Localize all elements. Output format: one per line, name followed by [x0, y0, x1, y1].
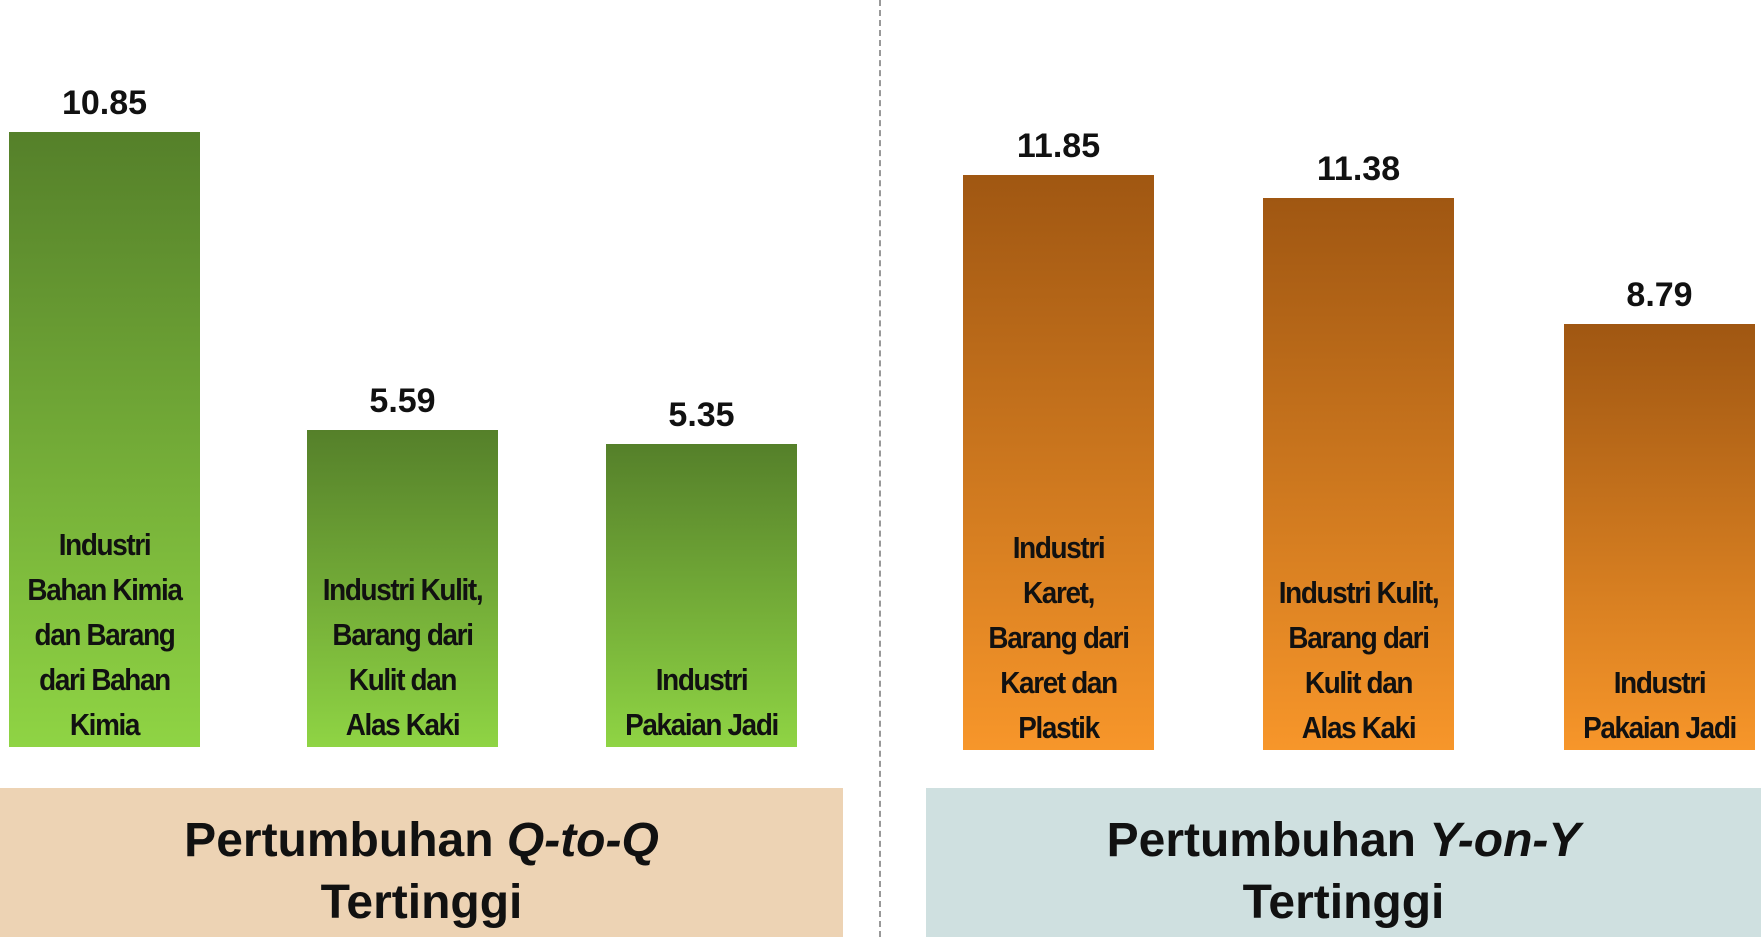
bar: [9, 132, 200, 747]
title-box: Pertumbuhan Y-on-Y Tertinggi: [926, 788, 1761, 937]
value-label: 8.79: [1626, 275, 1693, 314]
value-label: 5.59: [369, 382, 436, 421]
chart: 11.85 Industri Karet, Barang dari Karet d…: [926, 0, 1761, 937]
category-label: Industri Bahan Kimia dan Barang dari Bah…: [27, 527, 183, 742]
value-label: 11.38: [1316, 149, 1401, 188]
bar: [606, 443, 797, 747]
category-label: Industri Pakaian Jadi: [1583, 665, 1737, 745]
chart: 10.85 Industri Bahan Kimia dan Barang dar…: [0, 0, 843, 937]
title-suffix: Tertinggi: [320, 876, 523, 929]
category-label: Industri Kulit, Barang dari Kulit dan Al…: [1278, 575, 1440, 745]
category-label: Industri Kulit, Barang dari Kulit dan Al…: [322, 572, 484, 742]
divider: [879, 0, 881, 937]
value-label: 10.85: [61, 84, 148, 123]
category-label: Industri Karet, Barang dari Karet dan Pl…: [988, 530, 1130, 745]
title-emphasis: Y-on-Y: [1429, 814, 1581, 867]
title-emphasis: Q-to-Q: [506, 814, 659, 867]
title-box: Pertumbuhan Q-to-Q Tertinggi: [0, 788, 843, 937]
bar: [307, 430, 498, 747]
category-label: Industri Pakaian Jadi: [625, 662, 779, 742]
bar: [963, 175, 1154, 750]
bar: [1263, 197, 1454, 750]
bar: [1564, 323, 1755, 750]
title-suffix: Tertinggi: [1242, 876, 1445, 929]
value-label: 11.85: [1016, 127, 1101, 166]
title-prefix: Pertumbuhan: [1106, 814, 1416, 867]
value-label: 5.35: [668, 395, 735, 434]
title-prefix: Pertumbuhan: [184, 814, 494, 867]
